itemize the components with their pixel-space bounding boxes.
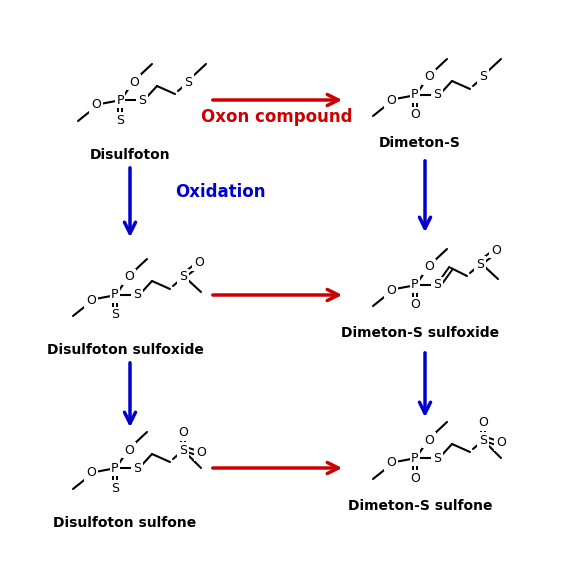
Text: Disulfoton sulfone: Disulfoton sulfone: [53, 516, 197, 530]
Text: S: S: [433, 451, 441, 465]
Text: O: O: [424, 260, 434, 274]
Text: O: O: [196, 447, 206, 459]
Text: O: O: [478, 416, 488, 430]
Text: P: P: [412, 278, 418, 292]
Text: S: S: [133, 289, 141, 301]
Text: S: S: [476, 258, 484, 270]
Text: O: O: [386, 94, 396, 106]
Text: S: S: [179, 443, 187, 457]
Text: S: S: [433, 89, 441, 102]
Text: Disulfoton sulfoxide: Disulfoton sulfoxide: [47, 343, 203, 357]
Text: O: O: [424, 434, 434, 447]
Text: S: S: [111, 309, 119, 321]
Text: Disulfoton: Disulfoton: [90, 148, 171, 162]
Text: Dimeton-S: Dimeton-S: [379, 136, 461, 150]
Text: O: O: [386, 283, 396, 297]
Text: S: S: [111, 481, 119, 494]
Text: S: S: [133, 462, 141, 474]
Text: S: S: [433, 278, 441, 292]
Text: S: S: [179, 270, 187, 283]
Text: O: O: [194, 256, 204, 270]
Text: P: P: [111, 289, 118, 301]
Text: S: S: [138, 94, 146, 106]
Text: Oxon compound: Oxon compound: [201, 108, 353, 126]
Text: O: O: [491, 243, 501, 256]
Text: O: O: [124, 443, 134, 457]
Text: S: S: [479, 71, 487, 83]
Text: S: S: [116, 113, 124, 126]
Text: O: O: [124, 270, 134, 283]
Text: O: O: [129, 75, 139, 89]
Text: P: P: [412, 89, 418, 102]
Text: Oxidation: Oxidation: [175, 183, 265, 201]
Text: O: O: [410, 298, 420, 312]
Text: O: O: [86, 293, 96, 306]
Text: Dimeton-S sulfoxide: Dimeton-S sulfoxide: [341, 326, 499, 340]
Text: O: O: [496, 436, 506, 450]
Text: P: P: [116, 94, 124, 106]
Text: P: P: [111, 462, 118, 474]
Text: O: O: [178, 427, 188, 439]
Text: O: O: [410, 109, 420, 121]
Text: O: O: [386, 457, 396, 470]
Text: O: O: [91, 98, 101, 112]
Text: S: S: [479, 434, 487, 447]
Text: Dimeton-S sulfone: Dimeton-S sulfone: [348, 499, 492, 513]
Text: P: P: [412, 451, 418, 465]
Text: S: S: [184, 75, 192, 89]
Text: O: O: [424, 71, 434, 83]
Text: O: O: [86, 466, 96, 480]
Text: O: O: [410, 472, 420, 485]
